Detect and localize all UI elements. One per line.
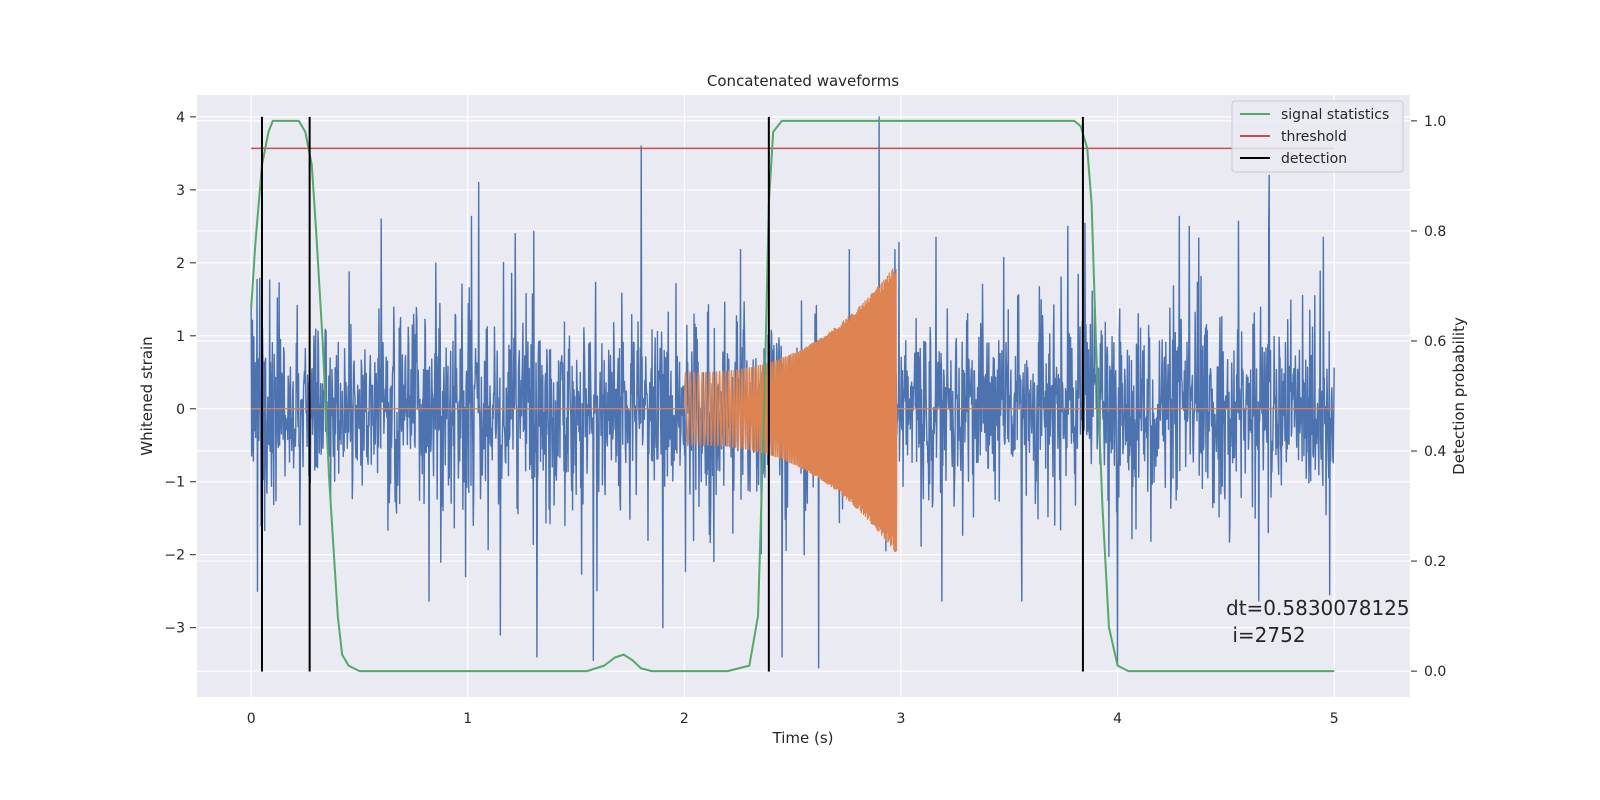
x-tick-label: 5 [1330,711,1339,727]
y-tick-label: −1 [164,475,185,491]
x-tick-label: 0 [247,711,256,727]
x-tick-label: 4 [1113,711,1122,727]
annotation-dt: dt=0.5830078125 [1226,596,1410,620]
y2-tick-label: 0.4 [1424,444,1446,460]
y-tick-label: −3 [164,621,185,637]
y2-axis-label: Detection probability [1450,317,1468,475]
legend: signal statistics threshold detection [1231,100,1404,173]
y-tick-label: 3 [176,183,185,199]
y-tick-label: 1 [176,329,185,345]
y2-tick-label: 0.2 [1424,554,1446,570]
y2-tick-label: 0.6 [1424,334,1446,350]
y-tick-label: −2 [164,548,185,564]
chart-title: Concatenated waveforms [707,72,899,90]
annotation: dt=0.5830078125 i=2752 [1226,596,1410,647]
y-tick-label: 4 [176,110,185,126]
plot-area [250,116,1335,673]
x-axis-label: Time (s) [772,729,834,747]
x-tick-label: 1 [463,711,472,727]
injected-waveform-series [251,268,1335,553]
annotation-i: i=2752 [1226,623,1306,647]
x-tick-label: 3 [897,711,906,727]
y-tick-label: 2 [176,256,185,272]
y2-tick-label: 0.8 [1424,224,1446,240]
legend-detection-label: detection [1281,151,1347,167]
signal-statistics-series [250,119,1335,673]
legend-threshold-label: threshold [1281,129,1347,145]
y-axis-label: Whitened strain [138,336,156,455]
legend-box [1231,100,1404,173]
x-axis-ticks: 0 1 2 3 4 5 [247,711,1339,727]
x-tick-label: 2 [680,711,689,727]
y2-axis-ticks: 0.0 0.2 0.4 0.6 0.8 1.0 [1411,114,1446,680]
y-axis-ticks: −3 −2 −1 0 1 2 3 4 [164,110,196,637]
legend-signal-statistics-label: signal statistics [1281,107,1389,123]
y2-tick-label: 1.0 [1424,114,1446,130]
y-tick-label: 0 [176,402,185,418]
y2-tick-label: 0.0 [1424,664,1446,680]
